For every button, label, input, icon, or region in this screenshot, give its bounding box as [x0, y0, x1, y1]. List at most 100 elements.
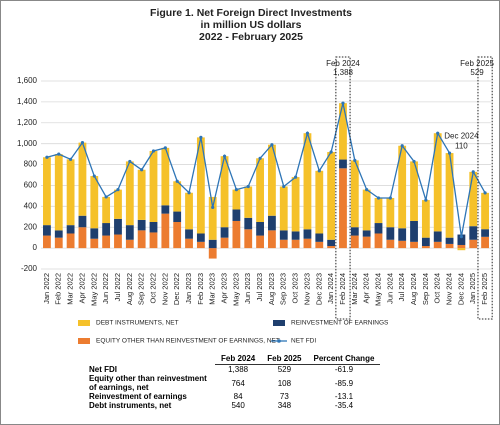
line-point	[388, 196, 392, 200]
legend-label: NET FDI	[291, 338, 316, 345]
line-point	[294, 175, 298, 179]
bar-segment	[339, 103, 347, 160]
bar-segment	[43, 235, 51, 249]
x-tick-label: Jul 2024	[397, 273, 406, 301]
bar-segment	[149, 222, 158, 233]
bar-segment	[327, 152, 336, 240]
x-tick-label: Jun 2023	[243, 273, 252, 304]
bar-segment	[410, 161, 418, 221]
line-point	[329, 150, 333, 154]
bar-segment	[114, 189, 122, 219]
x-tick-label: Aug 2024	[409, 273, 418, 305]
x-tick-label: Feb 2024	[338, 273, 347, 305]
bar-segment	[303, 133, 312, 230]
chart-subtitle: in million US dollars	[201, 19, 302, 31]
line-point	[412, 159, 416, 164]
y-tick-label: 400	[24, 201, 38, 210]
x-tick-label: Jun 2024	[385, 273, 394, 304]
bar-segment	[244, 229, 253, 249]
table-header-cell: Feb 2024	[215, 353, 262, 365]
bar-segment	[102, 235, 111, 249]
y-tick-label: 1,200	[17, 118, 38, 127]
bar-segment	[279, 230, 288, 240]
line-point	[92, 174, 96, 178]
bar-segment	[244, 186, 253, 218]
table-cell: 348	[277, 401, 292, 410]
line-point	[246, 184, 250, 189]
bar-segment	[303, 238, 312, 249]
bar-segment	[362, 230, 371, 237]
line-point	[258, 156, 262, 160]
table-cell: -85.9	[334, 378, 354, 388]
legend-label: REINVESTMENT OF EARNINGS	[291, 320, 389, 327]
bar-segment	[374, 233, 383, 249]
bar-segment	[291, 231, 300, 240]
x-tick-label: Jul 2022	[113, 273, 122, 301]
table-row: Net FDI 1,388 529 -61.9	[89, 365, 380, 375]
x-tick-label: Apr 2024	[362, 273, 371, 303]
y-tick-label: 0	[33, 243, 38, 252]
legend-swatch	[78, 320, 90, 326]
legend-label: DEBT INSTRUMENTS, NET	[96, 320, 179, 327]
table-cell: 1,388	[228, 365, 249, 374]
bar-segment	[421, 237, 430, 247]
table-row: Debt instruments, net 540 348 -35.4	[89, 401, 380, 410]
bar-segment	[279, 239, 288, 249]
bar-segment	[410, 220, 418, 242]
table-cell: 108	[277, 378, 292, 388]
x-tick-label: Aug 2022	[125, 273, 134, 305]
bar-segment	[196, 233, 205, 242]
bar-segment	[161, 147, 170, 206]
line-point	[447, 151, 452, 155]
table-cell: Equity other than reinvestment of earnin…	[89, 374, 207, 392]
bar-segment	[350, 235, 359, 249]
bar-segment	[90, 228, 99, 239]
bar-segment	[350, 227, 359, 236]
bar-segment	[445, 237, 454, 244]
x-tick-label: Jan 2022	[42, 273, 51, 304]
x-tick-label: Oct 2023	[291, 273, 300, 303]
line-point	[483, 191, 487, 195]
line-point	[459, 235, 463, 239]
bar-segment	[256, 235, 264, 249]
bar-segment	[114, 218, 122, 235]
bar-segment	[268, 144, 276, 216]
x-tick-label: Dec 2022	[172, 273, 181, 305]
bar-segment	[54, 230, 63, 238]
bar-segment	[445, 153, 454, 238]
bar-segment	[374, 223, 383, 234]
line-point	[341, 101, 345, 105]
bar-segment	[185, 192, 193, 230]
bar-segment	[469, 171, 478, 227]
bar-segment	[196, 241, 205, 249]
bar-segment	[457, 234, 466, 245]
annotation-label: Feb 2025	[460, 59, 494, 68]
bar-segment	[315, 170, 324, 234]
bar-segment	[114, 234, 122, 249]
bar-segment	[362, 236, 371, 249]
bar-segment	[268, 230, 276, 249]
line-point	[187, 191, 191, 195]
bar-segment	[256, 222, 264, 236]
legend-swatch	[273, 320, 285, 326]
bar-segment	[433, 231, 442, 242]
table-cell: 84	[233, 392, 243, 401]
x-tick-label: May 2022	[89, 273, 98, 306]
line-point	[128, 159, 132, 164]
x-tick-label: Apr 2023	[220, 273, 229, 303]
y-tick-label: 1,000	[17, 139, 38, 148]
bar-segment	[161, 205, 170, 214]
line-point	[436, 131, 440, 135]
x-tick-label: May 2024	[373, 273, 382, 306]
bar-segment	[220, 237, 229, 249]
x-tick-label: Nov 2023	[302, 273, 311, 305]
bar-segment	[398, 228, 407, 241]
x-tick-label: Aug 2023	[267, 273, 276, 305]
x-tick-label: Jul 2023	[255, 273, 264, 301]
bar-segment	[78, 142, 87, 216]
bar-segment	[43, 157, 51, 226]
bar-segment	[78, 215, 87, 228]
line-point	[151, 149, 156, 153]
bar-segment	[410, 241, 418, 249]
line-point	[471, 170, 475, 174]
